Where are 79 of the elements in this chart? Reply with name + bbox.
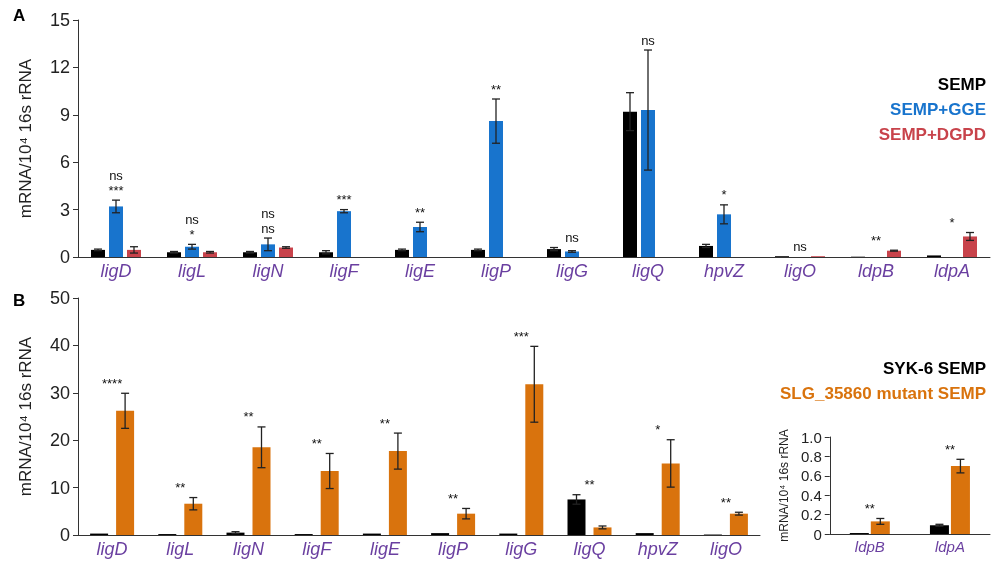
annotation: **	[720, 494, 731, 510]
y-tick-label: 15	[49, 10, 70, 30]
x-tick-label: ligD	[100, 261, 132, 281]
y-tick-label: 40	[49, 335, 70, 356]
annotation: ***	[513, 328, 529, 344]
annotation: ns	[641, 32, 656, 48]
chart-title: B	[13, 291, 26, 310]
y-tick-label: 9	[59, 104, 70, 125]
x-tick-label: ligL	[177, 261, 207, 281]
x-tick-label: ligE	[369, 539, 401, 559]
x-tick-label: ligL	[166, 539, 195, 559]
x-tick-label: hpvZ	[637, 539, 679, 559]
annotation: ***	[108, 182, 124, 198]
annotation: ns	[109, 167, 124, 183]
annotation: **	[175, 480, 186, 496]
y-tick-label: 0.4	[800, 486, 822, 504]
text: SEMP+DGPD	[878, 125, 986, 145]
y-tick-label: 10	[49, 477, 70, 498]
y-tick-label: 0	[59, 247, 70, 267]
y-tick-label: 12	[49, 57, 70, 78]
y-tick-label: 1.0	[800, 428, 822, 446]
y-tick-label: 20	[49, 430, 70, 451]
annotation: ns	[185, 211, 200, 227]
x-tick-label: ligG	[505, 539, 538, 559]
annotation: **	[870, 232, 882, 248]
y-tick-label: 50	[49, 288, 70, 308]
x-tick-label: ligN	[232, 539, 265, 559]
y-axis-title: mRNA/10⁴ 16s rRNA	[16, 58, 35, 219]
x-tick-label: ligG	[555, 261, 589, 281]
text: SYK-6 SEMP	[883, 358, 986, 378]
x-tick-label: ligF	[329, 261, 360, 281]
annotation: **	[414, 204, 426, 220]
x-tick-label: ligQ	[573, 539, 606, 559]
y-tick-label: 6	[59, 152, 70, 173]
x-tick-label: hpvZ	[703, 261, 746, 281]
annotation: ns	[261, 205, 276, 221]
annotation: **	[944, 441, 955, 457]
annotation: **	[864, 500, 875, 516]
y-tick-label: 0.2	[800, 506, 822, 524]
annotation: ****	[101, 375, 123, 391]
annotation: *	[721, 187, 727, 203]
y-tick-label: 3	[59, 199, 70, 220]
annotation: *	[189, 226, 195, 242]
text: SEMP	[937, 75, 986, 95]
annotation: **	[243, 409, 254, 425]
x-tick-label: ligF	[302, 539, 333, 559]
y-tick-label: 0.8	[800, 447, 822, 465]
annotation: *	[655, 422, 661, 438]
y-axis-title: mRNA/10⁴ 16s rRNA	[777, 429, 791, 542]
text: SEMP+GGE	[890, 100, 986, 120]
annotation: ns	[565, 230, 580, 246]
x-tick-label: ldpB	[857, 261, 895, 281]
annotation: ***	[336, 192, 352, 208]
x-tick-label: ligE	[404, 261, 436, 281]
annotation: *	[949, 215, 955, 231]
y-tick-label: 30	[49, 382, 70, 403]
y-tick-label: 0	[813, 525, 822, 543]
annotation: **	[379, 415, 390, 431]
annotation: ns	[261, 220, 276, 236]
y-tick-label: 0	[59, 525, 70, 545]
x-tick-label: ligP	[480, 261, 512, 281]
x-tick-label: ldpA	[933, 261, 971, 281]
annotation: **	[311, 435, 322, 451]
annotation: ns	[793, 238, 808, 254]
x-tick-label: ligO	[783, 261, 817, 281]
text: SLG_35860 mutant SEMP	[780, 383, 986, 403]
annotation: **	[584, 477, 595, 493]
y-tick-label: 0.6	[800, 467, 822, 485]
x-tick-label: ligD	[96, 539, 128, 559]
x-tick-label: ldpB	[854, 538, 885, 555]
x-tick-label: ligP	[438, 539, 469, 559]
annotation: **	[448, 490, 459, 506]
x-tick-label: ldpA	[934, 538, 965, 555]
x-tick-label: ligN	[252, 261, 285, 281]
annotation: **	[490, 81, 502, 97]
x-tick-label: ligQ	[631, 261, 665, 281]
chart-title: A	[13, 6, 26, 25]
x-tick-label: ligO	[709, 539, 742, 559]
y-axis-title: mRNA/10⁴ 16s rRNA	[16, 336, 35, 497]
